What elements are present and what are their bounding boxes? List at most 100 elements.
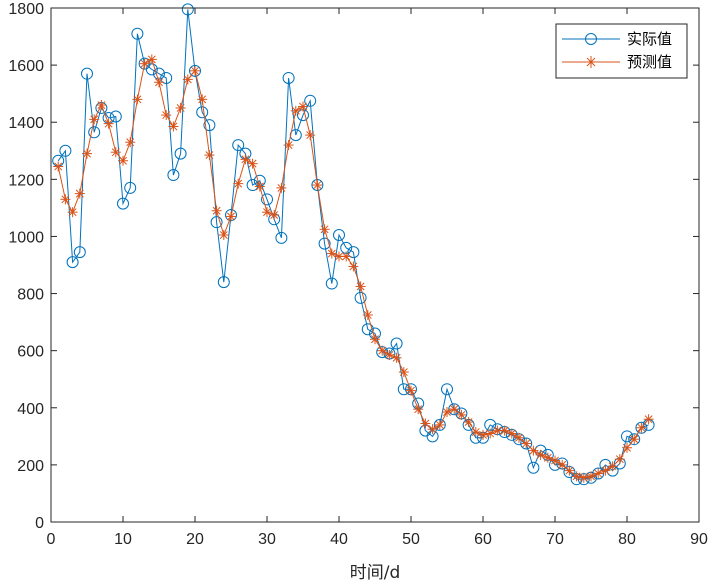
legend-entry-actual: 实际值 bbox=[562, 30, 672, 48]
data-point-predicted bbox=[578, 472, 589, 483]
legend-entry-predicted: 预测值 bbox=[562, 53, 672, 71]
data-point-predicted bbox=[434, 419, 445, 430]
data-point-predicted bbox=[355, 281, 366, 292]
data-point-actual bbox=[73, 246, 86, 259]
data-point-predicted bbox=[312, 180, 323, 191]
data-point-predicted bbox=[118, 155, 128, 166]
data-point-predicted bbox=[485, 428, 496, 439]
x-tick-label: 0 bbox=[47, 531, 56, 548]
x-tick-label: 50 bbox=[402, 531, 420, 548]
y-tick-label: 1000 bbox=[8, 229, 44, 246]
data-point-predicted bbox=[377, 345, 388, 356]
data-point-actual bbox=[59, 144, 72, 157]
legend-label-actual: 实际值 bbox=[627, 30, 672, 48]
data-point-actual bbox=[354, 291, 367, 304]
data-point-predicted bbox=[406, 385, 416, 396]
data-point-predicted bbox=[449, 404, 460, 415]
data-point-predicted bbox=[154, 77, 164, 88]
data-point-actual bbox=[621, 430, 633, 443]
data-point-predicted bbox=[161, 110, 172, 121]
data-point-actual bbox=[196, 106, 209, 119]
data-point-predicted bbox=[74, 188, 85, 199]
data-point-predicted bbox=[600, 465, 611, 476]
y-tick-label: 400 bbox=[17, 401, 44, 418]
data-point-predicted bbox=[190, 65, 200, 76]
data-point-predicted bbox=[499, 425, 510, 436]
data-point-predicted bbox=[182, 74, 193, 85]
data-point-predicted bbox=[514, 432, 524, 443]
y-tick-label: 1600 bbox=[8, 58, 44, 75]
data-point-predicted bbox=[247, 158, 258, 169]
data-point-actual bbox=[333, 229, 345, 242]
data-point-predicted bbox=[341, 251, 352, 262]
data-point-predicted bbox=[528, 445, 539, 456]
data-point-actual bbox=[390, 337, 403, 350]
data-point-predicted bbox=[348, 261, 359, 272]
data-point-predicted bbox=[226, 211, 236, 222]
x-tick-label: 60 bbox=[474, 531, 492, 548]
data-point-actual bbox=[433, 418, 446, 431]
data-point-predicted bbox=[82, 148, 92, 159]
data-point-predicted bbox=[550, 455, 560, 466]
data-point-predicted bbox=[96, 100, 107, 111]
data-point-actual bbox=[318, 237, 331, 250]
data-point-predicted bbox=[521, 438, 532, 449]
data-point-actual bbox=[167, 169, 180, 182]
data-point-predicted bbox=[614, 454, 625, 465]
data-point-predicted bbox=[103, 118, 114, 129]
data-point-predicted bbox=[175, 102, 186, 113]
data-point-predicted bbox=[211, 205, 222, 216]
data-point-predicted bbox=[197, 94, 208, 105]
data-point-actual bbox=[210, 216, 223, 229]
data-point-actual bbox=[261, 193, 273, 206]
data-point-actual bbox=[275, 231, 288, 244]
data-point-predicted bbox=[276, 182, 287, 193]
data-point-predicted bbox=[298, 101, 308, 112]
data-point-actual bbox=[160, 71, 173, 84]
data-point-actual bbox=[311, 179, 324, 192]
x-tick-label: 90 bbox=[690, 531, 708, 548]
data-point-predicted bbox=[204, 150, 215, 161]
data-point-actual bbox=[628, 433, 641, 446]
plot-frame bbox=[50, 7, 700, 523]
y-tick-label: 200 bbox=[17, 458, 44, 475]
data-point-predicted bbox=[240, 154, 251, 165]
data-point-predicted bbox=[384, 349, 395, 360]
data-point-actual bbox=[592, 467, 605, 480]
data-point-predicted bbox=[535, 449, 546, 460]
data-point-predicted bbox=[290, 105, 301, 116]
data-point-predicted bbox=[571, 471, 582, 482]
x-tick-label: 20 bbox=[186, 531, 204, 548]
data-point-actual bbox=[520, 437, 533, 450]
data-point-predicted bbox=[269, 210, 280, 221]
data-point-actual bbox=[124, 181, 137, 194]
data-point-predicted bbox=[362, 309, 373, 320]
data-point-actual bbox=[66, 256, 79, 269]
data-point-predicted bbox=[254, 181, 265, 192]
y-tick-label: 1200 bbox=[8, 172, 44, 189]
data-point-actual bbox=[174, 147, 187, 160]
data-point-predicted bbox=[218, 230, 229, 241]
data-point-predicted bbox=[125, 137, 136, 148]
data-point-actual bbox=[347, 246, 360, 259]
data-point-predicted bbox=[427, 424, 438, 435]
data-point-predicted bbox=[506, 428, 517, 439]
data-point-predicted bbox=[643, 414, 654, 425]
legend-box bbox=[555, 23, 688, 79]
legend-label-predicted: 预测值 bbox=[627, 53, 672, 71]
data-point-predicted bbox=[146, 54, 157, 65]
data-point-predicted bbox=[478, 429, 488, 440]
data-point-predicted bbox=[413, 404, 424, 415]
data-point-actual bbox=[181, 3, 194, 16]
y-tick-label: 600 bbox=[17, 344, 44, 361]
legend: 实际值 预测值 bbox=[555, 23, 688, 79]
legend-marker-actual bbox=[585, 33, 597, 45]
data-point-predicted bbox=[456, 409, 467, 420]
x-tick-label: 80 bbox=[618, 531, 636, 548]
data-point-predicted bbox=[319, 224, 330, 235]
data-point-predicted bbox=[636, 422, 647, 433]
data-point-actual bbox=[232, 139, 245, 152]
data-point-predicted bbox=[89, 114, 100, 125]
legend-marker-predicted bbox=[585, 56, 597, 68]
